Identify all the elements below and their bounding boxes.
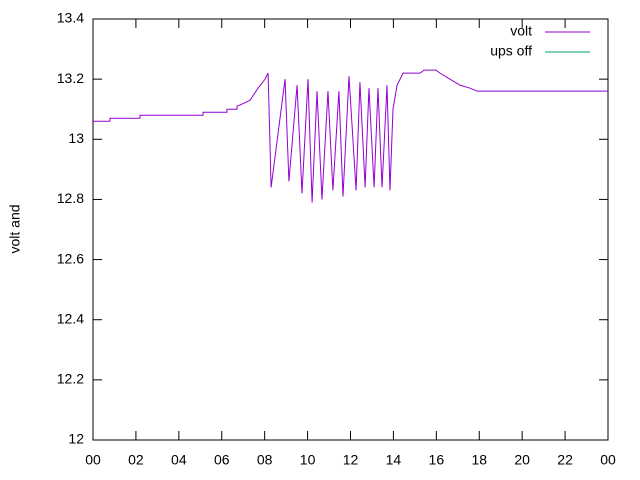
y-tick-label: 12.8: [57, 190, 84, 206]
plot-frame: [92, 18, 609, 441]
x-tick-label: 02: [128, 452, 144, 468]
y-tick-label: 12: [68, 431, 84, 447]
x-tick-label: 20: [514, 452, 530, 468]
x-tick-label: 16: [429, 452, 445, 468]
y-tick-label: 12.4: [57, 310, 84, 326]
y-tick-label: 13.2: [57, 70, 84, 86]
x-tick-label: 14: [386, 452, 402, 468]
legend-label: ups off: [490, 43, 532, 59]
x-tick-label: 22: [557, 452, 573, 468]
y-tick-label: 13: [68, 130, 84, 146]
x-tick-label: 00: [85, 452, 101, 468]
x-tick-label: 18: [471, 452, 487, 468]
x-tick-label: 12: [343, 452, 359, 468]
y-tick-label: 12.2: [57, 371, 84, 387]
legend-label: volt: [510, 23, 532, 39]
x-tick-label: 06: [214, 452, 230, 468]
x-tick-label: 04: [171, 452, 187, 468]
x-tick-label: 08: [257, 452, 273, 468]
y-tick-label: 12.6: [57, 250, 84, 266]
y-axis-label: volt and: [7, 204, 23, 253]
line: [93, 69, 608, 203]
x-tick-label: 00: [600, 452, 616, 468]
x-tick-label: 10: [300, 452, 316, 468]
y-tick-label: 13.4: [57, 10, 84, 26]
